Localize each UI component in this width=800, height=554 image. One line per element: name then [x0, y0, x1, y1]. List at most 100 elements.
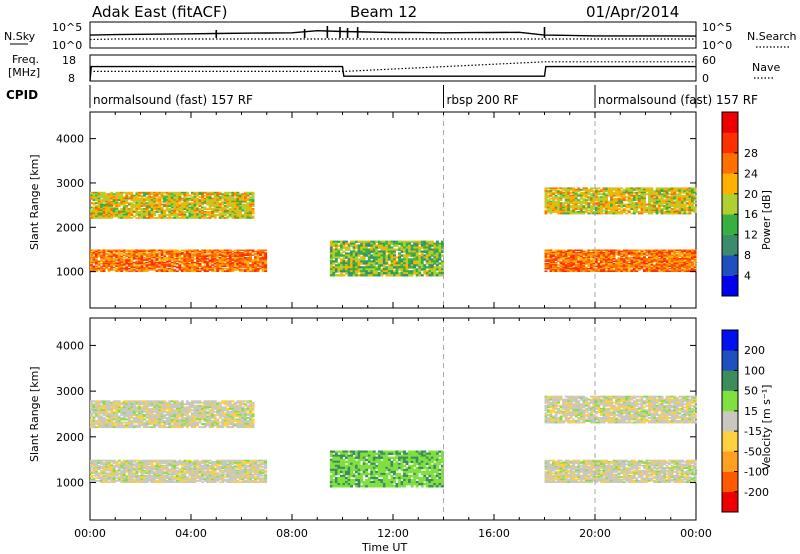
echo-cell	[122, 250, 126, 253]
echo-cell	[130, 216, 134, 219]
echo-cell	[587, 203, 591, 206]
echo-cell	[213, 205, 217, 207]
echo-cell	[115, 255, 119, 258]
echo-cell	[143, 261, 146, 264]
echo-cell	[683, 254, 687, 256]
echo-cell	[211, 205, 215, 207]
echo-cell	[158, 251, 162, 254]
echo-cell	[355, 256, 358, 259]
echo-cell	[185, 202, 189, 205]
echo-cell	[554, 188, 558, 191]
echo-cell	[180, 214, 184, 216]
echo-cell	[670, 249, 674, 252]
echo-cell	[241, 264, 245, 266]
echo-cell	[630, 206, 634, 209]
echo-cell	[158, 205, 162, 207]
echo-cell	[218, 261, 222, 264]
echo-cell	[251, 196, 255, 199]
echo-cell	[549, 264, 553, 266]
echo-cell	[213, 199, 217, 202]
echo-cell	[97, 468, 101, 471]
echo-cell	[607, 259, 611, 261]
echo-cell	[691, 256, 694, 259]
echo-cell	[239, 258, 242, 260]
echo-cell	[370, 260, 374, 263]
echo-cell	[196, 197, 199, 200]
echo-cell	[213, 263, 217, 265]
echo-cell	[597, 193, 601, 196]
echo-cell	[405, 252, 409, 255]
echo-cell	[148, 249, 151, 252]
echo-cell	[198, 258, 202, 260]
echo-cell	[670, 251, 674, 254]
echo-cell	[597, 269, 601, 271]
echo-cell	[158, 266, 162, 269]
echo-cell	[663, 206, 667, 209]
echo-cell	[254, 256, 257, 259]
echo-cell	[673, 196, 677, 199]
echo-cell	[251, 269, 255, 271]
echo-cell	[180, 191, 184, 194]
echo-cell	[557, 208, 560, 210]
echo-cell	[617, 194, 621, 197]
echo-cell	[226, 255, 230, 258]
echo-cell	[680, 249, 684, 252]
echo-cell	[228, 254, 232, 256]
echo-cell	[653, 256, 656, 259]
echo-cell	[125, 216, 129, 219]
echo-cell	[125, 209, 129, 212]
echo-cell	[577, 188, 581, 191]
echo-cell	[685, 206, 689, 209]
echo-cell	[223, 258, 227, 260]
echo-cell	[145, 265, 149, 268]
echo-cell	[658, 209, 661, 212]
echo-cell	[150, 196, 154, 199]
echo-cell	[239, 259, 242, 261]
echo-cell	[158, 208, 162, 210]
echo-cell	[648, 196, 651, 199]
echo-cell	[251, 199, 255, 202]
echo-cell	[105, 469, 109, 472]
echo-cell	[632, 211, 636, 213]
echo-cell	[685, 264, 689, 266]
echo-cell	[590, 193, 593, 196]
echo-cell	[132, 205, 136, 207]
echo-cell	[125, 250, 129, 253]
echo-cell	[584, 269, 588, 271]
echo-cell	[590, 263, 593, 265]
echo-cell	[425, 258, 429, 261]
echo-cell	[600, 256, 603, 259]
echo-cell	[120, 196, 124, 199]
echo-cell	[120, 264, 124, 266]
echo-cell	[693, 206, 697, 209]
echo-cell	[92, 477, 96, 480]
echo-cell	[367, 266, 371, 269]
echo-cell	[246, 211, 250, 213]
echo-cell	[544, 206, 548, 209]
echo-cell	[158, 270, 162, 272]
echo-cell	[650, 249, 654, 252]
echo-cell	[367, 250, 371, 253]
echo-cell	[264, 260, 268, 263]
echo-cell	[115, 215, 119, 218]
echo-cell	[150, 269, 154, 271]
echo-cell	[188, 258, 192, 260]
echo-cell	[685, 196, 689, 199]
echo-cell	[138, 214, 141, 216]
echo-cell	[567, 259, 571, 261]
nsky-tick-bottom: 10^0	[52, 39, 82, 52]
echo-cell	[423, 248, 427, 251]
echo-cell	[178, 260, 182, 263]
echo-cell	[132, 254, 136, 256]
echo-cell	[150, 249, 154, 252]
echo-cell	[110, 212, 114, 215]
echo-cell	[211, 199, 215, 202]
echo-cell	[693, 254, 697, 256]
echo-cell	[175, 197, 179, 200]
echo-cell	[410, 240, 414, 243]
echo-cell	[390, 262, 394, 265]
echo-cell	[632, 258, 636, 260]
echo-cell	[673, 191, 677, 194]
echo-cell	[256, 255, 260, 258]
echo-cell	[112, 212, 116, 215]
